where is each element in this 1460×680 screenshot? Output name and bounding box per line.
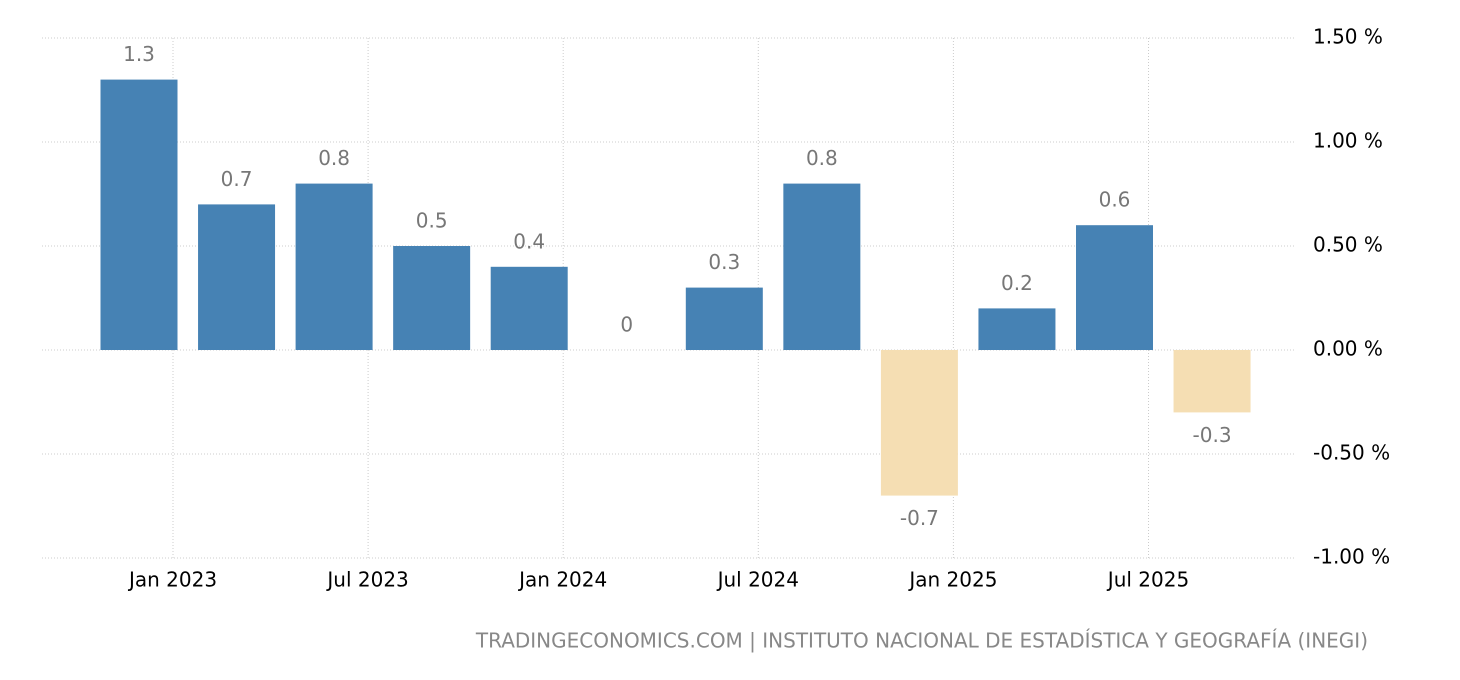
value-label: -0.3 bbox=[1193, 423, 1232, 447]
value-label: 0 bbox=[620, 313, 633, 337]
bar bbox=[490, 266, 568, 350]
value-label: 0.2 bbox=[1001, 271, 1033, 295]
value-label: 0.6 bbox=[1099, 188, 1131, 212]
x-tick-label: Jul 2025 bbox=[1106, 568, 1189, 592]
value-label: 0.8 bbox=[318, 146, 350, 170]
value-label: -0.7 bbox=[900, 506, 939, 530]
value-label: 0.5 bbox=[416, 209, 448, 233]
bar bbox=[100, 79, 178, 350]
x-tick-label: Jul 2024 bbox=[716, 568, 799, 592]
bar bbox=[1173, 350, 1251, 413]
y-tick-label: 1.00 % bbox=[1313, 129, 1383, 153]
value-label: 0.3 bbox=[708, 250, 740, 274]
value-label: 0.7 bbox=[221, 167, 253, 191]
y-tick-label: 0.00 % bbox=[1313, 337, 1383, 361]
bar bbox=[198, 204, 276, 350]
value-label: 0.8 bbox=[806, 146, 838, 170]
bar bbox=[393, 246, 471, 350]
y-tick-label: 0.50 % bbox=[1313, 233, 1383, 257]
value-label: 1.3 bbox=[123, 42, 155, 66]
bar bbox=[685, 287, 763, 350]
source: TRADINGECONOMICS.COM | INSTITUTO NACIONA… bbox=[475, 629, 1368, 653]
bar bbox=[783, 183, 861, 350]
x-tick-label: Jul 2023 bbox=[325, 568, 408, 592]
y-tick-label: 1.50 % bbox=[1313, 25, 1383, 49]
y-tick-label: -1.00 % bbox=[1313, 545, 1390, 569]
bar bbox=[1076, 225, 1153, 350]
bar bbox=[880, 350, 958, 496]
x-tick-label: Jan 2024 bbox=[517, 568, 607, 592]
y-tick-label: -0.50 % bbox=[1313, 441, 1390, 465]
x-tick-label: Jan 2025 bbox=[907, 568, 997, 592]
x-tick-label: Jan 2023 bbox=[127, 568, 217, 592]
value-label: 0.4 bbox=[513, 229, 545, 253]
bar bbox=[295, 183, 373, 350]
bar bbox=[978, 308, 1056, 350]
